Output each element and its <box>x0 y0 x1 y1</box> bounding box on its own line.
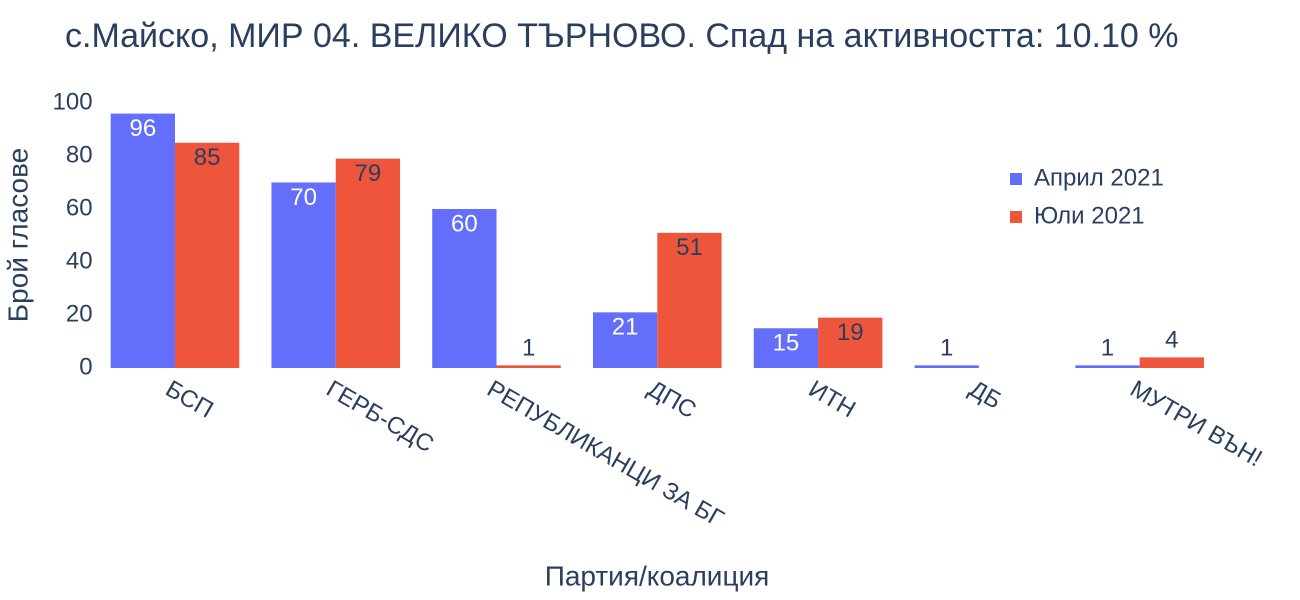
y-axis-title: Брой гласове <box>2 148 33 322</box>
x-tick-label: ДБ <box>965 375 1006 414</box>
bar <box>335 158 401 368</box>
bar <box>496 365 561 368</box>
legend-label: Юли 2021 <box>1034 202 1145 229</box>
bar <box>271 182 336 368</box>
data-label: 60 <box>451 210 478 237</box>
y-tick-label: 20 <box>66 300 93 327</box>
data-label: 21 <box>612 314 639 341</box>
data-label: 85 <box>194 144 221 171</box>
y-tick-label: 40 <box>66 247 93 274</box>
bar <box>1139 357 1204 368</box>
data-label: 19 <box>837 319 864 346</box>
data-label: 51 <box>676 234 703 261</box>
y-tick-label: 100 <box>53 88 93 115</box>
x-tick-label: МУТРИ ВЪН! <box>1125 375 1266 472</box>
x-tick-label: БСП <box>161 375 218 423</box>
x-tick-label: ГЕРБ-СДС <box>322 375 439 458</box>
bar <box>1075 365 1140 368</box>
y-tick-label: 0 <box>79 353 92 380</box>
x-axis-title: Партия/коалиция <box>545 560 770 591</box>
data-label: 1 <box>940 335 953 362</box>
data-label: 1 <box>522 335 535 362</box>
legend-swatch <box>1010 173 1022 185</box>
legend-swatch <box>1010 211 1022 223</box>
bar <box>657 232 722 368</box>
x-tick-label: ДПС <box>643 375 701 424</box>
y-tick-label: 80 <box>66 141 93 168</box>
data-label: 79 <box>355 160 382 187</box>
bar <box>174 142 240 368</box>
data-label: 1 <box>1101 335 1114 362</box>
data-label: 15 <box>773 330 800 357</box>
bar <box>432 209 497 368</box>
legend-label: Април 2021 <box>1034 164 1164 191</box>
data-label: 96 <box>129 115 156 142</box>
bar <box>592 312 658 368</box>
bar <box>914 365 979 368</box>
bar <box>753 328 819 368</box>
chart-title: с.Майско, МИР 04. ВЕЛИКО ТЪРНОВО. Спад н… <box>65 17 1178 55</box>
data-label: 4 <box>1165 327 1178 354</box>
y-tick-label: 60 <box>66 194 93 221</box>
x-tick-label: ИТН <box>804 375 860 423</box>
data-label: 70 <box>290 184 317 211</box>
bar <box>110 113 175 368</box>
bar <box>818 317 883 368</box>
